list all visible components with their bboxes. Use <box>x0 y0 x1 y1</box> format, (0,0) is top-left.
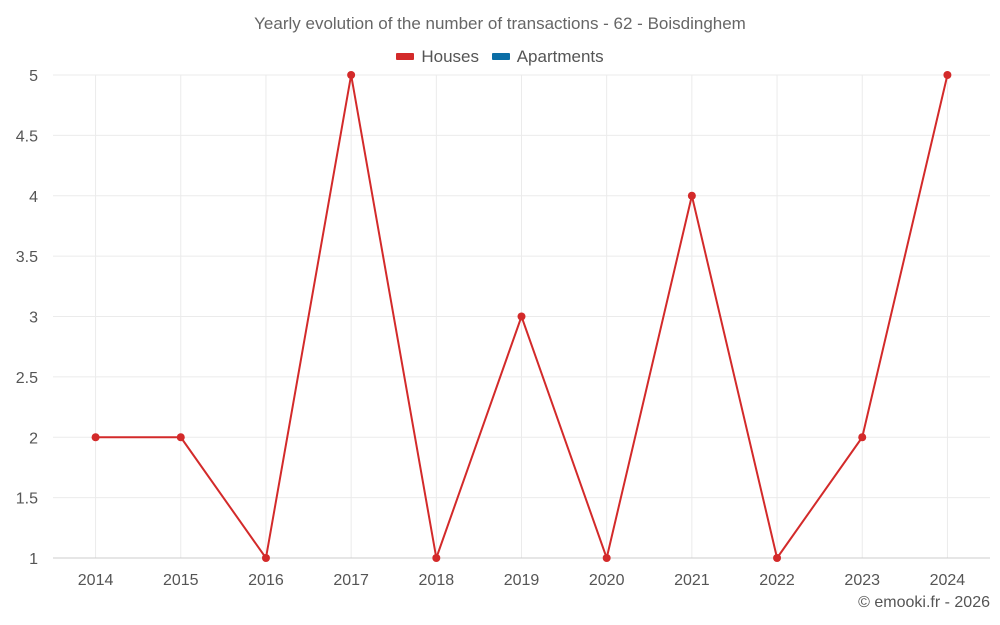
legend-item-houses[interactable]: Houses <box>396 47 479 67</box>
y-tick-label: 2 <box>29 430 38 447</box>
legend: Houses Apartments <box>0 45 1000 67</box>
data-point <box>176 433 185 442</box>
data-point <box>432 554 441 562</box>
legend-item-apartments[interactable]: Apartments <box>491 46 604 67</box>
y-tick-label: 1 <box>29 551 38 568</box>
chart-title: Yearly evolution of the number of transa… <box>254 14 746 33</box>
x-tick-label: 2022 <box>759 572 795 589</box>
data-point <box>858 433 867 442</box>
y-tick-label: 4.5 <box>16 128 38 145</box>
x-tick-label: 2019 <box>504 572 540 589</box>
data-point <box>261 554 270 562</box>
x-tick-label: 2021 <box>674 572 710 589</box>
y-tick-label: 2.5 <box>16 370 38 387</box>
x-tick-label: 2024 <box>930 572 966 589</box>
data-point <box>517 312 526 321</box>
legend-swatch-houses <box>396 53 415 60</box>
x-tick-label: 2023 <box>844 572 880 589</box>
data-point <box>773 554 782 562</box>
x-tick-label: 2016 <box>248 572 284 589</box>
x-tick-label: 2018 <box>419 572 455 589</box>
data-point <box>91 433 100 442</box>
x-tick-label: 2014 <box>78 572 114 589</box>
data-point <box>602 554 611 562</box>
credit-text: © emooki.fr - 2026 <box>858 594 990 611</box>
legend-label-houses: Houses <box>421 46 479 66</box>
data-point <box>943 71 952 79</box>
x-tick-label: 2017 <box>333 572 369 589</box>
y-tick-label: 1.5 <box>16 491 38 508</box>
x-tick-label: 2020 <box>589 572 625 589</box>
y-tick-label: 3.5 <box>16 249 38 266</box>
legend-label-apartments: Apartments <box>516 46 604 66</box>
data-point <box>687 191 696 200</box>
legend-swatch-apartments <box>491 53 510 60</box>
y-tick-label: 4 <box>29 189 38 206</box>
x-tick-label: 2015 <box>163 572 199 589</box>
y-tick-label: 5 <box>29 68 38 85</box>
y-tick-label: 3 <box>29 310 38 327</box>
data-point <box>347 71 356 79</box>
